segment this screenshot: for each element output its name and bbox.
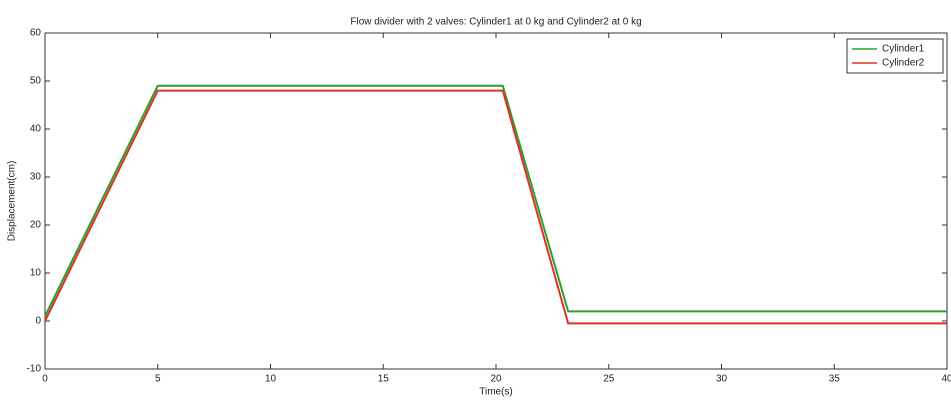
series-line [44,84,947,317]
y-tick-label: 50 [30,76,42,87]
x-tick-label: 25 [603,374,615,385]
legend-box [846,38,944,74]
series-line [44,89,947,325]
x-tick-label: 30 [716,374,728,385]
y-tick-label: -10 [27,364,42,375]
y-tick-label: 10 [30,268,42,279]
y-tick-label: 0 [35,316,41,327]
x-tick-label: 20 [490,374,502,385]
y-tick-label: 30 [30,172,42,183]
y-tick-label: 60 [30,28,42,39]
y-tick-label: 20 [30,220,42,231]
x-tick-label: 40 [941,374,951,385]
x-tick-label: 35 [829,374,841,385]
x-axis-label: Time(s) [479,387,513,398]
chart-title: Flow divider with 2 valves: Cylinder1 at… [350,17,641,28]
plot-frame [44,32,948,370]
y-tick-label: 40 [30,124,42,135]
legend-label: Cylinder2 [882,58,925,69]
x-tick-label: 15 [378,374,390,385]
legend-label: Cylinder1 [882,44,925,55]
x-tick-label: 0 [42,374,48,385]
x-tick-label: 10 [265,374,277,385]
x-tick-label: 5 [155,374,161,385]
y-axis-label: Displacement(cm) [7,161,18,242]
